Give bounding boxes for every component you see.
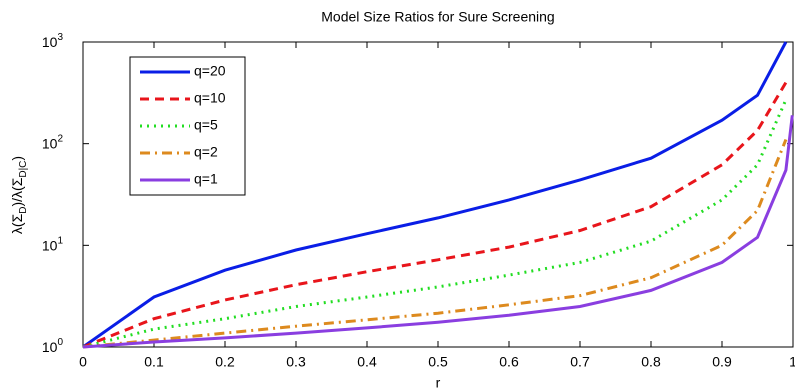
y-tick-base: 10 (42, 34, 58, 50)
y-tick-label: 101 (42, 235, 64, 253)
y-label-part: λ(Σ (9, 213, 25, 234)
y-label-part: )/λ(Σ (9, 177, 25, 206)
legend-label: q=10 (194, 90, 226, 106)
legend-label: q=2 (194, 144, 218, 160)
y-tick-exponent: 0 (57, 337, 63, 348)
y-tick-exponent: 3 (57, 32, 63, 43)
y-label-subscript: D|C (18, 161, 29, 178)
x-axis-label: r (436, 375, 441, 391)
y-label-subscript: D (18, 207, 29, 214)
x-tick-label: 0.6 (499, 354, 519, 370)
y-tick-label: 100 (42, 337, 64, 355)
y-tick-base: 10 (42, 237, 58, 253)
series-line (82, 41, 788, 349)
legend-label: q=20 (194, 63, 226, 79)
x-tick-label: 0.4 (357, 354, 377, 370)
y-label-part: ) (9, 156, 25, 161)
x-tick-label: 0.1 (144, 354, 164, 370)
legend-label: q=1 (194, 171, 218, 187)
x-tick-label: 0.3 (286, 354, 306, 370)
chart-title: Model Size Ratios for Sure Screening (321, 9, 554, 25)
x-tick-label: 0 (79, 354, 87, 370)
x-tick-label: 0.7 (570, 354, 590, 370)
y-tick-exponent: 2 (57, 134, 63, 145)
legend-label: q=5 (194, 117, 218, 133)
y-tick-base: 10 (42, 136, 58, 152)
y-tick-base: 10 (42, 339, 58, 355)
legend-box (129, 56, 246, 196)
y-tick-label: 103 (42, 32, 64, 50)
y-tick-exponent: 1 (57, 235, 63, 246)
x-tick-label: 0.8 (641, 354, 661, 370)
y-axis-label: λ(ΣD)/λ(ΣD|C) (9, 156, 29, 234)
y-tick-label: 102 (42, 134, 64, 152)
series-line (82, 115, 794, 349)
x-tick-label: 1 (789, 354, 795, 370)
x-tick-label: 0.2 (215, 354, 235, 370)
series-line (82, 99, 788, 349)
x-tick-label: 0.9 (712, 354, 732, 370)
x-tick-label: 0.5 (428, 354, 448, 370)
series-line (82, 81, 788, 349)
